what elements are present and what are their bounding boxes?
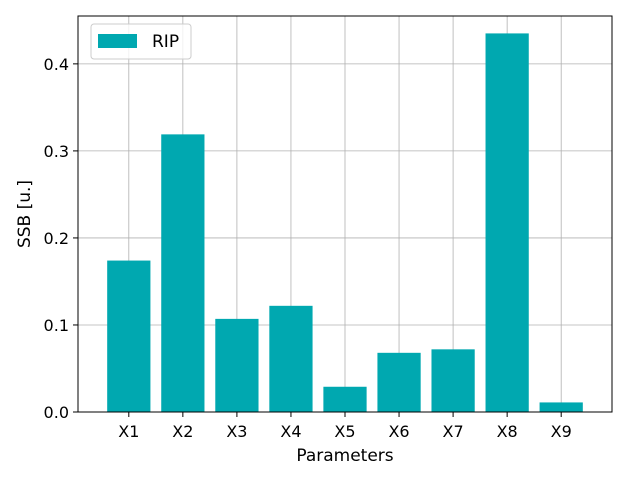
legend-box — [90, 23, 192, 60]
x-tick-label: X2 — [172, 422, 193, 441]
legend: RIP — [90, 23, 192, 60]
bar-x4 — [269, 305, 313, 412]
x-tick-label: X4 — [280, 422, 301, 441]
y-tick-label: 0.4 — [44, 55, 69, 74]
x-tick-label: X3 — [226, 422, 247, 441]
legend-swatch — [98, 34, 137, 48]
x-tick-label: X5 — [334, 422, 355, 441]
y-tick-label: 0.0 — [44, 403, 69, 422]
bar-group — [107, 33, 583, 413]
y-tick-label: 0.2 — [44, 229, 69, 248]
y-axis-label: SSB [u.] — [15, 180, 35, 248]
bar-x7 — [431, 349, 475, 412]
x-tick-label: X8 — [497, 422, 518, 441]
x-axis-ticks: X1 X2 X3 X4 X5 X6 X7 X8 X9 — [118, 412, 572, 441]
x-tick-label: X9 — [551, 422, 572, 441]
y-axis-ticks: 0.0 0.1 0.2 0.3 0.4 — [44, 55, 78, 422]
y-tick-label: 0.1 — [44, 316, 69, 335]
bar-x1 — [107, 260, 151, 412]
bar-x5 — [323, 386, 367, 412]
bar-x6 — [377, 352, 421, 412]
x-tick-label: X1 — [118, 422, 139, 441]
bar-x3 — [215, 318, 259, 412]
x-axis-label: Parameters — [296, 446, 393, 466]
bar-x2 — [161, 134, 205, 412]
legend-label: RIP — [152, 32, 179, 52]
bar-x8 — [485, 33, 529, 413]
x-tick-label: X7 — [443, 422, 464, 441]
y-tick-label: 0.3 — [44, 142, 69, 161]
bar-x9 — [539, 402, 583, 412]
x-tick-label: X6 — [388, 422, 409, 441]
